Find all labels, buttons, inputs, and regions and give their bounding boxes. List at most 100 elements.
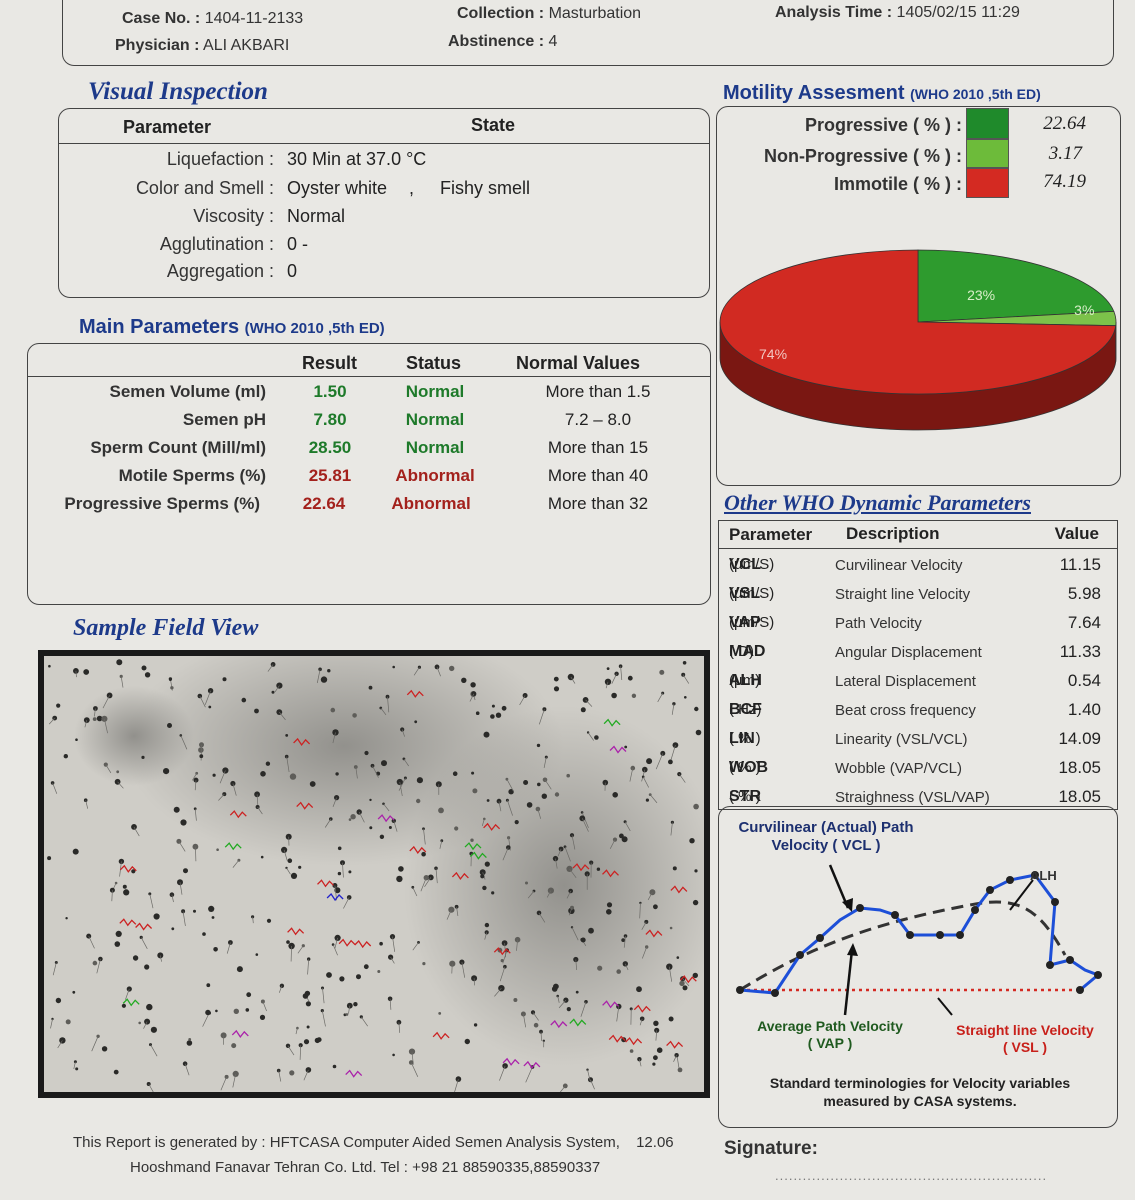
sperm-cells	[47, 659, 702, 1092]
ow-param-unit: ( % )	[729, 788, 761, 805]
motility-row: Immotile ( % ) :	[700, 174, 962, 195]
vap-arrow	[843, 949, 854, 1016]
vcl-line	[739, 873, 1101, 995]
ow-value: 11.15	[1059, 555, 1101, 574]
ow-param-unit: (µm/S)	[729, 556, 775, 573]
case-no-value: 1404-11-2133	[204, 10, 304, 27]
immotile-swatch	[966, 168, 1009, 198]
vi-label: Agglutination :	[159, 234, 274, 254]
ow-row: ALH (µm) Lateral Displacement 0.54	[719, 667, 1119, 696]
footer-line1: This Report is generated by : HFTCASA Co…	[73, 1134, 674, 1151]
mp-normal: More than 40	[547, 466, 649, 485]
non-progressive-swatch	[966, 139, 1009, 168]
ow-param: VCL (µm/S)	[729, 556, 774, 574]
other-who-table: Parameter Description Value VCL (µm/S) Cu…	[718, 520, 1118, 810]
main-parameters-title-text: Main Parameters	[79, 316, 240, 338]
ow-description: Straighness (VSL/VAP)	[835, 789, 990, 806]
motility-panel	[716, 106, 1121, 486]
vi-value: Normal	[287, 206, 346, 226]
mp-result: 22.64	[302, 494, 346, 513]
ow-description: Straight line Velocity	[835, 586, 971, 603]
ow-value: 14.09	[1058, 729, 1101, 748]
mp-name: Progressive Sperms (%)	[64, 494, 260, 513]
sample-field-micrograph	[44, 656, 704, 1092]
velocity-caption-line2: measured by CASA systems.	[823, 1093, 1017, 1109]
signature-label: Signature:	[724, 1138, 818, 1159]
motility-label: Immotile ( % ) :	[833, 174, 962, 194]
ow-row: VAP (µm/S) Path Velocity 7.64	[719, 609, 1119, 638]
ow-row: STR ( % ) Straighness (VSL/VAP) 18.05	[719, 783, 1119, 812]
visual-inspection-panel: Parameter State Liquefaction : 30 Min at…	[58, 108, 710, 298]
ow-col-description: Description	[846, 524, 940, 543]
ow-value: 7.64	[1067, 613, 1101, 632]
motility-value: 74.19	[1043, 171, 1086, 192]
footer-version: 12.06	[636, 1134, 674, 1151]
ow-param-unit: ( % )	[729, 759, 761, 776]
vcl-label-line2: Velocity ( VCL )	[771, 837, 881, 854]
vi-value: 0 -	[287, 234, 309, 254]
mp-result: 28.50	[308, 438, 352, 457]
collection-label: Collection :	[457, 5, 545, 22]
motility-pie-chart: 23% 3% 74%	[719, 249, 1117, 431]
mp-name: Sperm Count (Mill/ml)	[90, 438, 266, 457]
ow-param-unit: (µm)	[729, 672, 761, 689]
ow-description: Linearity (VSL/VCL)	[835, 731, 968, 748]
motility-label: Progressive ( % ) :	[804, 115, 962, 135]
ow-param-name: BCF	[729, 701, 762, 718]
signature-line[interactable]: ........................................…	[775, 1168, 1048, 1183]
mp-row: Motile Sperms (%) 25.81 Abnormal More th…	[28, 466, 708, 494]
vsl-label-line2: ( VSL )	[1002, 1039, 1048, 1055]
vi-label: Color and Smell :	[135, 178, 274, 198]
ow-description: Angular Displacement	[835, 644, 982, 661]
ow-param-unit: ( D)	[729, 643, 754, 660]
footer-line2: Hooshmand Fanavar Tehran Co. Ltd. Tel : …	[130, 1159, 601, 1176]
ow-row: VSL (µm/S) Straight line Velocity 5.98	[719, 580, 1119, 609]
mp-result: 25.81	[308, 466, 352, 485]
vsl-label-line1: Straight line Velocity	[956, 1022, 1094, 1038]
ow-param: VAP (µm/S)	[729, 614, 774, 632]
mp-status: Abnormal	[391, 494, 471, 513]
main-parameters-panel: Result Status Normal Values Semen Volume…	[27, 343, 711, 605]
mp-status: Abnormal	[395, 466, 475, 485]
vi-value: Oyster white	[287, 178, 388, 198]
mp-normal: 7.2 – 8.0	[564, 410, 632, 429]
vi-value: 30 Min at 37.0 °C	[287, 149, 427, 169]
motility-row: Progressive ( % ) :	[700, 115, 962, 136]
ow-value: 18.05	[1058, 787, 1101, 806]
mp-row: Semen pH 7.80 Normal 7.2 – 8.0	[28, 410, 708, 438]
physician-label: Physician :	[115, 37, 200, 54]
velocity-diagram-panel	[718, 806, 1118, 1128]
ow-description: Lateral Displacement	[835, 673, 976, 690]
vcl-arrow	[828, 864, 850, 909]
motility-label: Non-Progressive ( % ) :	[763, 146, 962, 166]
ow-param-name: STR	[729, 788, 761, 805]
other-who-title: Other WHO Dynamic Parameters	[724, 490, 1031, 515]
case-no-label: Case No. :	[122, 10, 201, 27]
pie-label: 74%	[759, 346, 787, 362]
mp-header-rule	[28, 376, 710, 377]
vi-label: Viscosity :	[193, 206, 274, 226]
vap-label-line2: ( VAP )	[807, 1035, 853, 1051]
vap-arrowhead	[847, 943, 858, 956]
mp-normal: More than 32	[547, 494, 649, 513]
ow-param-unit: ( Hz)	[729, 701, 762, 718]
mp-normal: More than 15	[547, 438, 649, 457]
vi-col-parameter: Parameter	[123, 117, 212, 137]
motility-subtitle: (WHO 2010 ,5th ED)	[910, 86, 1041, 102]
ow-description: Wobble (VAP/VCL)	[835, 760, 962, 777]
vi-extra: Fishy smell	[440, 178, 531, 198]
vcl-label: Curvilinear (Actual) Path Velocity ( VCL…	[736, 819, 916, 855]
main-parameters-title: Main Parameters (WHO 2010 ,5th ED)	[79, 316, 385, 339]
vsl-label: Straight line Velocity ( VSL )	[940, 1022, 1110, 1056]
ow-param: VSL (µm/S)	[729, 585, 774, 603]
mp-row: Semen Volume (ml) 1.50 Normal More than …	[28, 382, 708, 410]
mp-row: Sperm Count (Mill/ml) 28.50 Normal More …	[28, 438, 708, 466]
vap-label-line1: Average Path Velocity	[757, 1018, 903, 1034]
ow-row: WOB ( % ) Wobble (VAP/VCL) 18.05	[719, 754, 1119, 783]
vcl-label-line1: Curvilinear (Actual) Path	[738, 819, 914, 836]
footer-generated-by: This Report is generated by : HFTCASA Co…	[73, 1134, 620, 1151]
motility-value: 22.64	[1043, 113, 1086, 134]
vsl-arrow	[937, 997, 953, 1016]
mp-result: 7.80	[313, 410, 347, 429]
mp-status: Normal	[405, 410, 465, 429]
